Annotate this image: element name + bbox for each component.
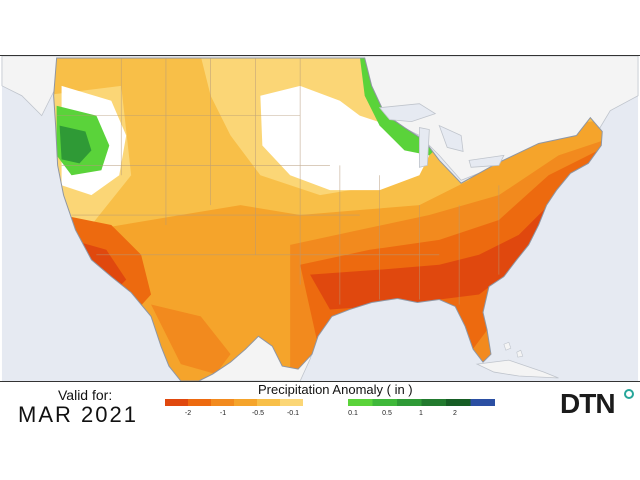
legend-tick-label: -0.5 xyxy=(252,410,264,417)
canada-landmass xyxy=(1,56,639,181)
legend-swatch xyxy=(397,399,422,406)
cuba-island xyxy=(475,359,559,379)
legend-swatch xyxy=(446,399,471,406)
legend-tick-label: -2 xyxy=(185,410,191,417)
legend-swatch xyxy=(188,399,211,406)
legend-tick-label: -1 xyxy=(220,410,226,417)
legend-tick-label: 0.5 xyxy=(382,410,392,417)
legend-swatch xyxy=(348,399,373,406)
precipitation-anomaly-map xyxy=(0,55,640,382)
valid-label: Valid for: xyxy=(58,387,113,403)
dtn-logo-ring-icon xyxy=(624,389,634,399)
dtn-logo: DTN xyxy=(560,388,616,419)
legend-tick-label: 0.1 xyxy=(348,410,358,417)
legend-swatch xyxy=(421,399,446,406)
legend-swatch xyxy=(257,399,280,406)
legend-swatch xyxy=(470,399,495,406)
legend-tick-label: 1 xyxy=(419,410,423,417)
legend-area: Valid for: MAR 2021 Precipitation Anomal… xyxy=(0,382,640,430)
legend-swatch xyxy=(372,399,397,406)
legend-swatch xyxy=(211,399,234,406)
legend-tick-label: -0.1 xyxy=(287,410,299,417)
state-boundaries xyxy=(56,57,500,305)
us-border xyxy=(53,57,603,381)
legend-color-bar: -2 -1 -0.5 -0.1 0.1 0.5 1 2 xyxy=(165,399,495,417)
legend-swatch xyxy=(234,399,257,406)
valid-date: MAR 2021 xyxy=(18,402,138,427)
legend-swatch xyxy=(280,399,303,406)
great-lakes xyxy=(378,103,505,168)
legend-tick-label: 2 xyxy=(453,410,457,417)
legend-title: Precipitation Anomaly ( in ) xyxy=(258,382,413,397)
legend-swatch xyxy=(165,399,188,406)
bahamas-islands xyxy=(503,341,524,358)
